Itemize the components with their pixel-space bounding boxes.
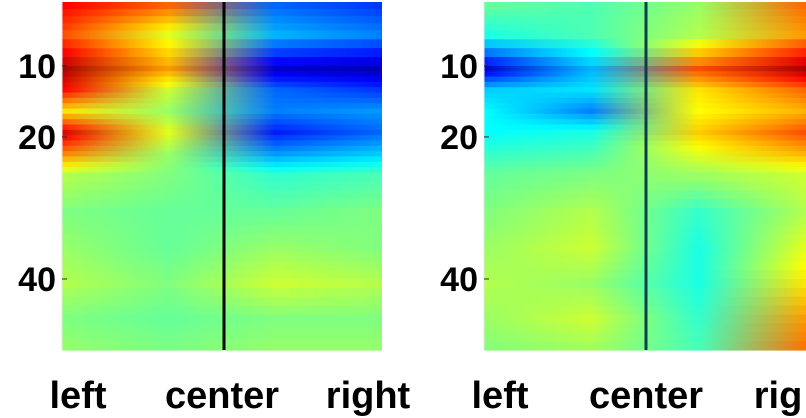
heatmap-band xyxy=(62,39,382,49)
heatmap-band xyxy=(62,190,382,200)
heatmap-band xyxy=(62,172,382,182)
heatmap-band xyxy=(62,161,382,168)
heatmap-band xyxy=(62,199,382,209)
y-tick-label: 40 xyxy=(18,261,56,299)
heatmap-band xyxy=(62,225,382,236)
heatmap-band xyxy=(62,124,382,131)
heatmap-band xyxy=(62,207,382,218)
heatmap-band xyxy=(62,76,382,83)
x-category-label: center xyxy=(589,375,703,417)
heatmap-band xyxy=(62,151,382,158)
heatmap-band xyxy=(62,278,382,289)
heatmap-band xyxy=(62,261,382,271)
heatmap-band xyxy=(62,323,382,333)
heatmap-band xyxy=(62,81,382,88)
y-tick-label: 20 xyxy=(440,119,478,157)
heatmap-band xyxy=(62,129,382,136)
heatmap-band xyxy=(62,243,382,253)
heatmap-band xyxy=(62,305,382,316)
heatmap-band xyxy=(62,97,382,104)
y-tick-label: 20 xyxy=(18,119,56,157)
heatmap-band xyxy=(62,140,382,147)
heatmap-band xyxy=(62,341,382,351)
heatmap-band xyxy=(62,57,382,67)
x-category-label: left xyxy=(50,375,107,417)
heatmap-band xyxy=(62,296,382,307)
heatmap-band xyxy=(62,87,382,94)
heatmap-band xyxy=(62,2,382,10)
heatmap-band xyxy=(62,92,382,99)
x-category-label: left xyxy=(472,375,529,417)
heatmap-band xyxy=(62,181,382,191)
heatmap-band xyxy=(62,252,382,262)
heatmap-band xyxy=(62,270,382,280)
y-tick-label: 10 xyxy=(440,48,478,86)
y-tick-label: 10 xyxy=(18,48,56,86)
x-category-label: right xyxy=(326,375,411,417)
heatmap-band xyxy=(62,314,382,324)
heatmap-band xyxy=(62,48,382,58)
heatmap-band xyxy=(62,145,382,152)
heatmap-band xyxy=(62,16,382,24)
heatmap-band xyxy=(62,23,382,32)
heatmap-band xyxy=(62,30,382,40)
heatmap-band xyxy=(62,108,382,115)
y-tick-label: 40 xyxy=(440,261,478,299)
heatmap-band xyxy=(62,103,382,110)
heatmap-panel-right: 10 20 40 left center rig xyxy=(440,2,806,417)
heatmap-panel-left: 10 20 40 left center right xyxy=(18,2,411,417)
heatmap-band xyxy=(62,156,382,163)
heatmap-band xyxy=(62,167,382,174)
heatmap-band xyxy=(62,113,382,120)
x-category-label: rig xyxy=(754,375,803,417)
heatmap-band xyxy=(62,135,382,142)
heatmap-band xyxy=(62,119,382,126)
heatmap-band xyxy=(62,216,382,227)
heatmap-band xyxy=(62,65,382,72)
heatmap-band xyxy=(62,9,382,17)
heatmap-band xyxy=(62,287,382,298)
heatmap-band xyxy=(62,234,382,245)
heatmap-band xyxy=(62,71,382,78)
heatmap-band xyxy=(62,332,382,342)
x-category-label: center xyxy=(165,375,279,417)
